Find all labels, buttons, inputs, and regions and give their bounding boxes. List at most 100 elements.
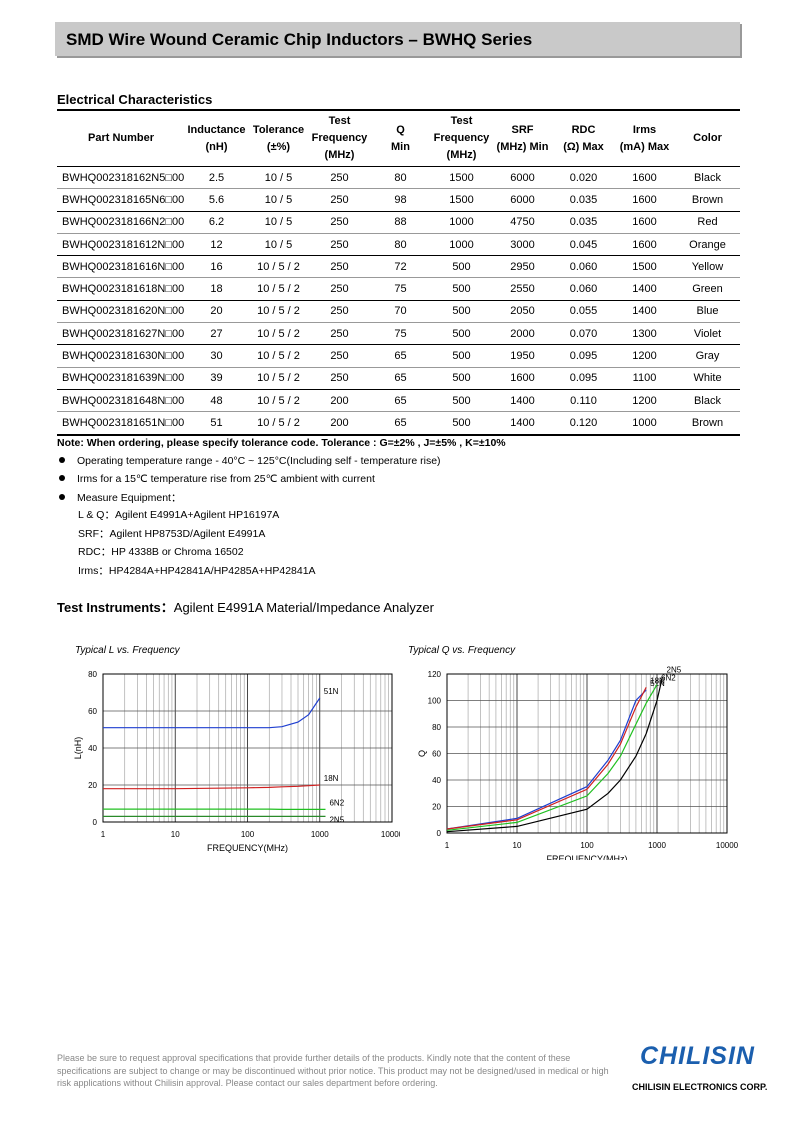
table-row: BWHQ0023181618N□00 18 10 / 5 / 2 250 75 500 25… bbox=[57, 277, 740, 301]
table-cell: Violet bbox=[675, 322, 740, 346]
table-cell: Red bbox=[675, 211, 740, 234]
table-cell: 1600 bbox=[614, 211, 675, 234]
table-cell: 0.095 bbox=[553, 367, 614, 390]
equipment-item: Irms：HP4284A+HP42841A/HP4285A+HP42841A bbox=[78, 564, 316, 577]
table-cell: 65 bbox=[370, 344, 431, 368]
header-line: Part Number bbox=[87, 132, 155, 144]
table-cell: 5.6 bbox=[185, 188, 248, 212]
table-row: BWHQ0023181616N□00 16 10 / 5 / 2 250 72 500 29… bbox=[57, 255, 740, 279]
table-row: BWHQ0023181648N□00 48 10 / 5 / 2 200 65 500 14… bbox=[57, 389, 740, 413]
table-cell: 75 bbox=[370, 277, 431, 301]
chart: Typical Q vs. Frequency 1 10 100 1000 10000 0 2… bbox=[408, 645, 739, 860]
table-cell: 250 bbox=[309, 367, 370, 390]
table-cell: Blue bbox=[675, 300, 740, 324]
chart-title: Typical Q vs. Frequency bbox=[408, 645, 516, 656]
column-header: Color bbox=[675, 109, 740, 167]
y-axis-label: Q bbox=[417, 750, 427, 757]
series-label: 18N bbox=[650, 676, 665, 685]
header-line: (±%) bbox=[266, 140, 291, 153]
bullet-item: Operating temperature range - 40°C ~ 125… bbox=[57, 455, 441, 467]
section-title: Electrical Characteristics bbox=[57, 92, 213, 107]
table-cell: 250 bbox=[309, 277, 370, 301]
table-cell: 88 bbox=[370, 211, 431, 234]
column-header: Test Frequency (MHz) bbox=[431, 109, 492, 167]
header-line: (mA) Max bbox=[619, 140, 670, 153]
table-cell: 0.060 bbox=[553, 255, 614, 279]
table-cell: 80 bbox=[370, 233, 431, 257]
header-line: SRF bbox=[511, 123, 534, 136]
table-cell: BWHQ0023181618N□00 bbox=[57, 277, 185, 301]
table-cell: 250 bbox=[309, 300, 370, 324]
table-cell: 1100 bbox=[614, 367, 675, 390]
x-tick-label: 10 bbox=[513, 841, 522, 850]
table-cell: 10 / 5 / 2 bbox=[248, 389, 309, 413]
table-cell: 1950 bbox=[492, 344, 553, 368]
table-row: BWHQ0023181612N□00 12 10 / 5 250 80 1000 3000 0… bbox=[57, 233, 740, 257]
table-cell: Orange bbox=[675, 233, 740, 257]
column-header: Tolerance (±%) bbox=[248, 109, 309, 167]
column-header: Irms (mA) Max bbox=[614, 109, 675, 167]
series-line bbox=[446, 689, 647, 830]
table-cell: 500 bbox=[431, 322, 492, 346]
x-tick-label: 10 bbox=[171, 830, 180, 839]
logo: CHILISIN bbox=[640, 1042, 755, 1070]
table-cell: BWHQ002318165N6□00 bbox=[57, 188, 185, 212]
chart: Typical L vs. Frequency 1 10 100 1000 10000 0 2… bbox=[73, 645, 400, 853]
header-line: Q bbox=[396, 123, 405, 136]
table-cell: 1500 bbox=[431, 166, 492, 190]
table-cell: 250 bbox=[309, 322, 370, 346]
table-cell: 200 bbox=[309, 411, 370, 436]
table-cell: BWHQ002318162N5□00 bbox=[57, 166, 185, 190]
header-line: (Ω) Max bbox=[563, 140, 604, 153]
table-cell: 1400 bbox=[614, 300, 675, 324]
table-cell: Brown bbox=[675, 188, 740, 212]
table-cell: White bbox=[675, 367, 740, 390]
table-cell: 98 bbox=[370, 188, 431, 212]
header-line: Inductance bbox=[187, 123, 246, 136]
bullet-item: Irms for a 15℃ temperature rise from 25℃… bbox=[57, 473, 375, 485]
series-line bbox=[103, 697, 321, 729]
x-tick-label: 1 bbox=[445, 841, 450, 850]
table-cell: BWHQ0023181612N□00 bbox=[57, 233, 185, 257]
table-cell: 1600 bbox=[492, 367, 553, 390]
table-cell: 0.070 bbox=[553, 322, 614, 346]
series-label: 6N2 bbox=[329, 798, 344, 807]
table-cell: 0.020 bbox=[553, 166, 614, 190]
series-label: 18N bbox=[324, 774, 339, 783]
table-cell: 6000 bbox=[492, 188, 553, 212]
table-cell: 0.095 bbox=[553, 344, 614, 368]
x-axis-label: FREQUENCY(MHz) bbox=[207, 843, 288, 853]
table-cell: 4750 bbox=[492, 211, 553, 234]
y-tick-label: 120 bbox=[428, 670, 442, 679]
table-cell: 1400 bbox=[614, 277, 675, 301]
header-line: Test bbox=[450, 115, 473, 127]
table-cell: 250 bbox=[309, 188, 370, 212]
table-cell: 1200 bbox=[614, 344, 675, 368]
table-cell: 1000 bbox=[431, 211, 492, 234]
table-cell: 16 bbox=[185, 255, 248, 279]
table-row: BWHQ0023181651N□00 51 10 / 5 / 2 200 65 500 14… bbox=[57, 411, 740, 436]
y-tick-label: 80 bbox=[432, 723, 441, 732]
equipment-item: SRF：Agilent HP8753D/Agilent E4991A bbox=[78, 527, 266, 540]
x-tick-label: 1000 bbox=[648, 841, 666, 850]
series-label: 2N5 bbox=[667, 666, 682, 675]
equipment-item: L & Q：Agilent E4991A+Agilent HP16197A bbox=[78, 509, 280, 521]
table-cell: 10 / 5 bbox=[248, 188, 309, 212]
table-cell: 10 / 5 bbox=[248, 233, 309, 257]
table-cell: 500 bbox=[431, 255, 492, 279]
column-header: Part Number bbox=[57, 109, 185, 167]
x-tick-label: 100 bbox=[241, 830, 255, 839]
header-line: Frequency bbox=[311, 132, 368, 144]
header-line: Min bbox=[391, 140, 410, 153]
table-cell: 500 bbox=[431, 300, 492, 324]
series-line bbox=[446, 676, 664, 833]
table-cell: 39 bbox=[185, 367, 248, 390]
table-cell: 1500 bbox=[614, 255, 675, 279]
table-row: BWHQ002318166N2□00 6.2 10 / 5 250 88 1000 4750… bbox=[57, 211, 740, 234]
table-cell: 10 / 5 / 2 bbox=[248, 344, 309, 368]
table-cell: 250 bbox=[309, 166, 370, 190]
series-label: 6N2 bbox=[661, 674, 676, 683]
column-header: Test Frequency (MHz) bbox=[309, 109, 370, 167]
table-cell: 250 bbox=[309, 255, 370, 279]
